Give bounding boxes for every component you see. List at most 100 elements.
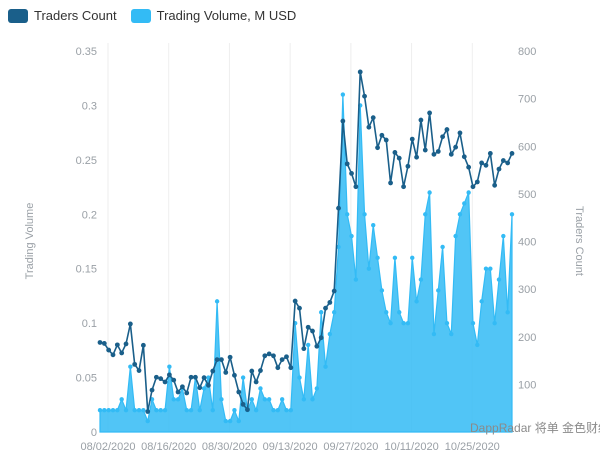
trading-volume-point[interactable] (470, 320, 476, 326)
trading-volume-point[interactable] (201, 386, 207, 391)
traders-count-point[interactable] (175, 389, 181, 395)
traders-count-point[interactable] (132, 361, 138, 367)
traders-count-point[interactable] (275, 365, 281, 371)
trading-volume-point[interactable] (158, 408, 163, 413)
traders-count-point[interactable] (184, 390, 190, 396)
trading-volume-point[interactable] (457, 212, 463, 217)
traders-count-point[interactable] (166, 372, 172, 378)
traders-count-point[interactable] (249, 368, 255, 374)
trading-volume-point[interactable] (240, 375, 246, 380)
traders-count-point[interactable] (206, 382, 211, 388)
traders-count-point[interactable] (301, 346, 307, 352)
trading-volume-point[interactable] (353, 277, 359, 282)
legend-item-trading-volume[interactable]: Trading Volume, M USD (130, 8, 296, 23)
traders-count-point[interactable] (474, 179, 480, 185)
traders-count-point[interactable] (314, 343, 320, 349)
traders-count-point[interactable] (127, 321, 133, 327)
traders-count-point[interactable] (340, 118, 346, 124)
traders-count-point[interactable] (349, 171, 354, 176)
trading-volume-point[interactable] (440, 244, 445, 250)
trading-volume-point[interactable] (509, 212, 515, 217)
traders-count-point[interactable] (431, 151, 437, 157)
trading-volume-point[interactable] (219, 397, 224, 402)
trading-volume-point[interactable] (97, 408, 103, 413)
trading-volume-point[interactable] (423, 212, 428, 217)
traders-count-point[interactable] (409, 136, 415, 142)
traders-count-point[interactable] (448, 151, 454, 157)
traders-count-point[interactable] (487, 150, 493, 156)
trading-volume-point[interactable] (227, 418, 233, 424)
traders-count-point[interactable] (444, 127, 450, 132)
traders-count-point[interactable] (318, 335, 324, 341)
traders-count-point[interactable] (292, 298, 298, 304)
trading-volume-point[interactable] (331, 310, 337, 315)
traders-count-point[interactable] (119, 350, 125, 356)
trading-volume-point[interactable] (184, 408, 189, 413)
traders-count-point[interactable] (171, 377, 177, 383)
legend-item-traders-count[interactable]: Traders Count (8, 8, 117, 23)
traders-count-point[interactable] (197, 385, 203, 391)
traders-count-point[interactable] (279, 357, 285, 363)
traders-count-point[interactable] (188, 374, 194, 380)
traders-count-point[interactable] (123, 341, 129, 347)
traders-count-point[interactable] (505, 160, 511, 166)
trading-volume-point[interactable] (414, 299, 419, 304)
traders-count-point[interactable] (149, 387, 155, 393)
traders-count-point[interactable] (401, 184, 406, 190)
trading-volume-point[interactable] (336, 244, 341, 250)
trading-volume-point[interactable] (418, 277, 424, 282)
trading-volume-point[interactable] (453, 233, 458, 239)
trading-volume-point[interactable] (271, 408, 276, 413)
trading-volume-point[interactable] (427, 190, 432, 195)
traders-count-point[interactable] (470, 184, 476, 190)
trading-volume-point[interactable] (318, 310, 324, 315)
trading-volume-point[interactable] (123, 408, 129, 413)
trading-volume-point[interactable] (145, 418, 150, 424)
traders-count-point[interactable] (457, 130, 463, 136)
traders-count-point[interactable] (370, 115, 376, 121)
traders-count-point[interactable] (427, 110, 432, 116)
trading-volume-point[interactable] (171, 397, 176, 402)
trading-volume-point[interactable] (266, 397, 272, 402)
trading-volume-point[interactable] (275, 408, 281, 413)
trading-volume-point[interactable] (375, 255, 380, 261)
trading-volume-point[interactable] (362, 212, 367, 217)
traders-count-point[interactable] (479, 160, 485, 166)
traders-count-point[interactable] (193, 374, 198, 380)
traders-count-point[interactable] (388, 180, 393, 186)
traders-count-point[interactable] (414, 154, 419, 160)
trading-volume-point[interactable] (323, 364, 328, 369)
traders-count-point[interactable] (327, 300, 333, 305)
traders-count-point[interactable] (366, 124, 372, 130)
trading-volume-point[interactable] (340, 92, 346, 97)
traders-count-point[interactable] (440, 134, 446, 140)
traders-count-point[interactable] (461, 154, 467, 160)
traders-count-point[interactable] (266, 351, 272, 357)
trading-volume-point[interactable] (488, 266, 493, 271)
traders-count-point[interactable] (392, 150, 398, 155)
traders-count-point[interactable] (331, 288, 337, 294)
traders-count-point[interactable] (214, 357, 220, 363)
traders-count-point[interactable] (453, 144, 459, 150)
traders-count-point[interactable] (106, 347, 112, 353)
traders-count-point[interactable] (483, 162, 489, 168)
trading-volume-point[interactable] (410, 255, 415, 261)
trading-volume-point[interactable] (310, 397, 315, 402)
trading-volume-point[interactable] (431, 331, 437, 337)
traders-count-point[interactable] (357, 69, 363, 75)
trading-volume-point[interactable] (436, 288, 441, 293)
trading-volume-point[interactable] (466, 190, 471, 195)
trading-volume-point[interactable] (206, 375, 211, 380)
trading-volume-point[interactable] (132, 408, 137, 413)
trading-volume-point[interactable] (175, 397, 181, 402)
trading-volume-point[interactable] (444, 320, 450, 326)
traders-count-point[interactable] (97, 340, 103, 345)
trading-volume-point[interactable] (249, 397, 254, 402)
trading-volume-point[interactable] (449, 331, 454, 337)
traders-count-point[interactable] (344, 161, 350, 167)
trading-volume-point[interactable] (384, 310, 389, 315)
traders-count-point[interactable] (509, 150, 515, 156)
trading-volume-point[interactable] (167, 364, 172, 369)
trading-volume-point[interactable] (314, 386, 320, 391)
trading-volume-point[interactable] (371, 222, 376, 228)
